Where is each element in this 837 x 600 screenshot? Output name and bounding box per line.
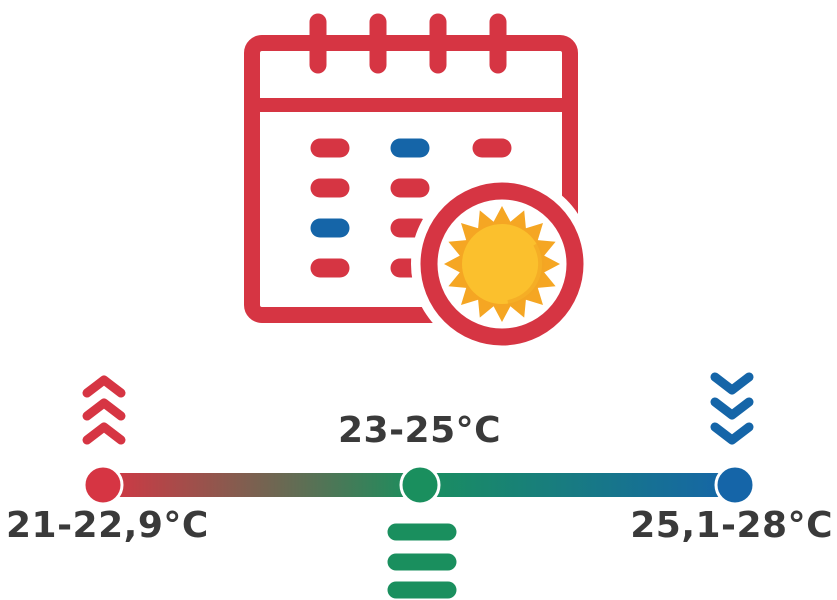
- sun-icon: [411, 173, 593, 355]
- temperature-label-high: 25,1-28°C: [630, 505, 833, 546]
- scale-marker-low: [82, 464, 124, 506]
- calendar-day-marks: [310, 138, 512, 278]
- chevrons-down-icon: [710, 372, 754, 445]
- temperature-label-low: 21-22,9°C: [6, 505, 209, 546]
- calendar-frame: [244, 35, 578, 323]
- calendar-sun-icon: [244, 13, 593, 355]
- temperature-scale: [82, 464, 756, 506]
- equal-bars-icon: [387, 523, 457, 599]
- scale-marker-mid: [399, 464, 441, 506]
- chevrons-up-icon: [82, 375, 126, 445]
- scale-marker-high: [714, 464, 756, 506]
- temperature-label-mid: 23-25°C: [338, 410, 502, 451]
